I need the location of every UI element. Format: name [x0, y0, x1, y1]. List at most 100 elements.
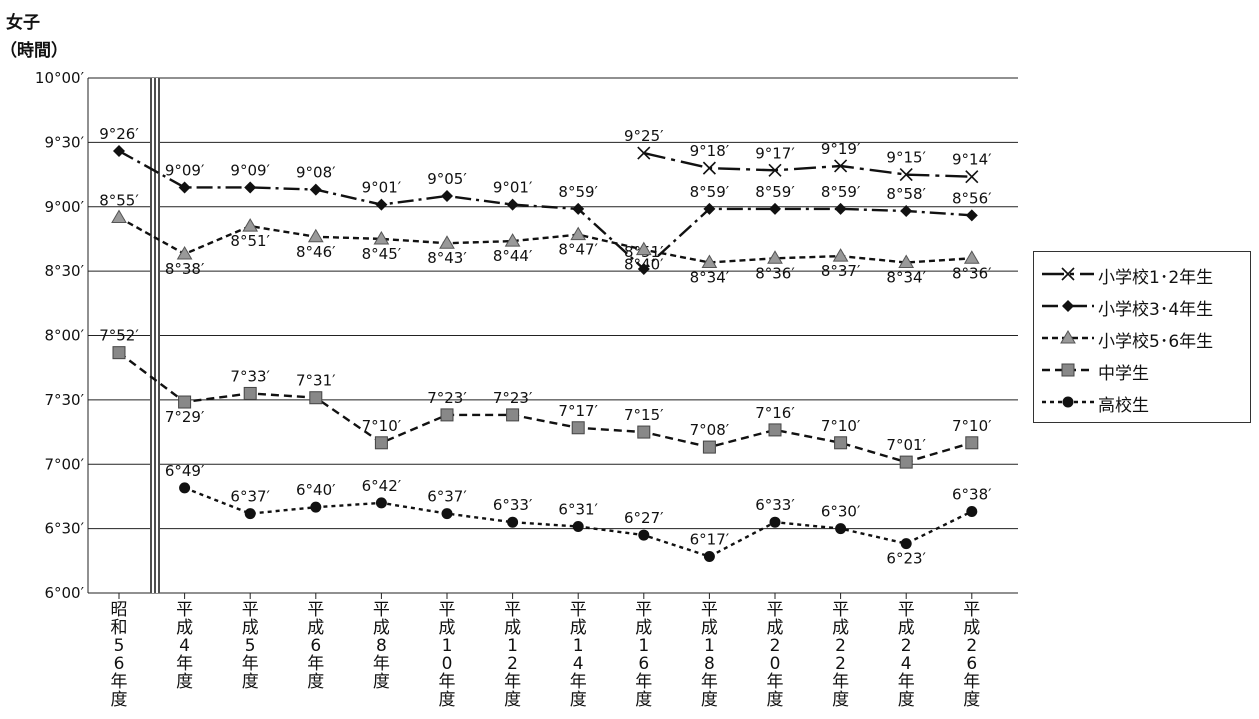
data-point — [112, 346, 126, 360]
data-label: 9°01′ — [362, 179, 402, 197]
data-label: 8°56′ — [952, 189, 992, 207]
data-point — [769, 516, 781, 528]
x-tick-label: 平成 2 2 年度 — [832, 600, 849, 710]
legend-marker-icon — [1061, 267, 1075, 281]
x-tick-label: 平成 2 6 年度 — [963, 600, 980, 710]
data-point — [244, 508, 256, 520]
data-point — [176, 245, 193, 260]
y-tick-label: 7°00′ — [44, 455, 84, 473]
data-point — [309, 391, 323, 405]
data-label: 7°23′ — [427, 389, 467, 407]
data-label: 9°19′ — [821, 140, 861, 158]
data-point — [638, 529, 650, 541]
y-tick-label: 6°30′ — [44, 520, 84, 538]
data-label: 7°01′ — [886, 436, 926, 454]
legend-item: 小学校5･6年生 — [1034, 324, 1250, 352]
data-point — [768, 423, 782, 437]
legend-label: 小学校5･6年生 — [1098, 332, 1214, 352]
data-point — [637, 146, 651, 160]
x-tick-label: 平成 2 0 年度 — [767, 600, 784, 710]
line-chart: 6°00′ 6°30′ 7°00′ 7°30′ 8°00′ 8°30′ 9°00′ 9°30′… — [35, 69, 1018, 710]
data-point — [506, 408, 520, 422]
data-point — [571, 421, 585, 435]
data-label: 9°17′ — [755, 144, 795, 162]
data-label: 7°10′ — [952, 417, 992, 435]
data-label: 9°26′ — [99, 125, 139, 143]
data-point — [570, 226, 587, 241]
legend-marker-icon — [1061, 363, 1075, 377]
x-tick-label: 平成 1 8 年度 — [701, 600, 718, 710]
data-label: 6°38′ — [952, 485, 992, 503]
data-label: 8°36′ — [755, 264, 795, 282]
data-label: 9°05′ — [427, 170, 467, 188]
data-label: 9°18′ — [690, 142, 730, 160]
y-tick-label: 8°00′ — [44, 327, 84, 345]
data-point — [441, 508, 453, 520]
data-point — [703, 202, 716, 215]
data-label: 9°15′ — [886, 149, 926, 167]
data-point — [637, 425, 651, 439]
data-point — [504, 233, 521, 247]
data-label: 6°40′ — [296, 481, 336, 499]
data-label: 7°15′ — [624, 406, 664, 424]
legend-label: 小学校3･4年生 — [1098, 300, 1214, 320]
data-point — [242, 218, 259, 232]
x-tick-label: 平成 2 4 年度 — [898, 600, 915, 710]
series-line — [643, 151, 972, 178]
y-tick-label: 8°30′ — [44, 262, 84, 280]
data-label: 6°17′ — [690, 531, 730, 549]
data-label: 9°09′ — [230, 161, 270, 179]
data-point — [243, 386, 257, 400]
data-point — [572, 520, 584, 532]
data-point — [702, 440, 716, 454]
legend-item: 小学校3･4年生 — [1034, 292, 1250, 320]
data-point — [375, 497, 387, 509]
data-point — [178, 395, 192, 409]
data-label: 7°17′ — [558, 402, 598, 420]
data-label: 9°14′ — [952, 151, 992, 169]
data-point — [835, 523, 847, 535]
data-point — [440, 408, 454, 422]
series-line — [118, 351, 973, 464]
data-label: 7°33′ — [230, 367, 270, 385]
data-point — [767, 250, 783, 264]
data-point — [307, 228, 324, 243]
data-label: 8°47′ — [558, 241, 598, 259]
data-label: 7°10′ — [362, 417, 402, 435]
y-tick-label: 9°00′ — [44, 198, 84, 216]
data-label: 8°59′ — [755, 183, 795, 201]
y-tick-label: 7°30′ — [44, 391, 84, 409]
data-point — [832, 248, 849, 262]
data-point — [834, 436, 848, 450]
data-point — [375, 198, 388, 211]
data-label: 8°59′ — [690, 183, 730, 201]
data-point — [244, 181, 257, 194]
y-tick-label: 9°30′ — [44, 133, 84, 151]
legend-label: 中学生 — [1098, 364, 1149, 384]
legend-label: 高校生 — [1098, 396, 1149, 416]
data-point — [702, 161, 716, 175]
data-label: 6°33′ — [493, 496, 533, 514]
x-tick-label: 平成 6 年度 — [307, 600, 324, 692]
data-point — [506, 198, 519, 211]
data-point — [769, 202, 781, 215]
data-label: 8°43′ — [427, 249, 467, 267]
legend-swatch-icon — [1042, 300, 1094, 312]
legend-marker-icon — [1062, 300, 1074, 312]
data-point — [900, 538, 912, 550]
data-label: 6°37′ — [427, 488, 467, 506]
x-tick-label: 平成 1 6 年度 — [635, 600, 652, 710]
data-label: 8°51′ — [230, 232, 270, 250]
x-tick-label: 平成 5 年度 — [242, 600, 259, 692]
x-tick-label: 平成 4 年度 — [176, 600, 193, 692]
data-point — [965, 170, 979, 184]
data-point — [899, 167, 913, 182]
legend-item: 中学生 — [1034, 356, 1250, 384]
data-label: 7°10′ — [821, 417, 861, 435]
data-label: 8°44′ — [493, 247, 533, 265]
data-label: 8°34′ — [690, 269, 730, 287]
legend-label: 小学校1･2年生 — [1098, 268, 1214, 288]
data-label: 9°01′ — [493, 179, 533, 197]
legend-swatch-icon — [1042, 330, 1094, 344]
legend-item: 小学校1･2年生 — [1034, 260, 1250, 288]
